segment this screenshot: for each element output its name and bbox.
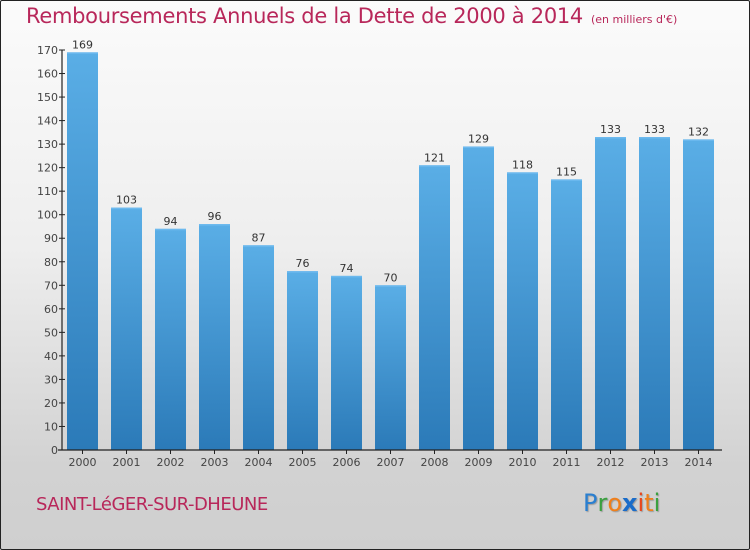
bar-top-highlight	[111, 207, 142, 210]
logo-letter: r	[597, 489, 608, 517]
bar-2009	[463, 146, 494, 450]
bar-top-highlight	[639, 137, 670, 139]
x-tick-label-2004: 2004	[245, 456, 273, 469]
x-tick-label-2009: 2009	[465, 456, 493, 469]
data-label-2012: 133	[600, 123, 621, 136]
x-tick-label-2000: 2000	[69, 456, 97, 469]
x-tick-label-2003: 2003	[201, 456, 229, 469]
bar-top-highlight	[243, 245, 274, 247]
data-label-2006: 74	[340, 262, 354, 275]
bar-top-highlight	[463, 146, 494, 148]
bars-group: 169 103 94 96 87 76 74 70 121 129 118 115 133 133 132	[67, 38, 714, 451]
y-tick-label-20: 20	[44, 397, 58, 410]
x-tick-label-2014: 2014	[685, 456, 713, 469]
bar-top-highlight	[155, 228, 186, 231]
chart-subtitle: (en milliers d'€)	[591, 13, 678, 26]
y-tick-label-10: 10	[44, 420, 58, 433]
x-tick-label-2011: 2011	[553, 456, 581, 469]
logo-letter: i	[637, 489, 645, 517]
bar-top-highlight	[67, 52, 98, 54]
bar-2002	[155, 228, 186, 450]
bar-2013	[639, 137, 670, 450]
bar-top-highlight	[551, 179, 582, 181]
x-tick-label-2010: 2010	[509, 456, 537, 469]
data-label-2011: 115	[556, 165, 577, 178]
data-label-2004: 87	[252, 231, 266, 244]
y-tick-label-50: 50	[44, 326, 58, 339]
data-label-2002: 94	[164, 215, 178, 228]
bar-2006	[331, 275, 362, 450]
bar-2000	[67, 52, 98, 451]
y-tick-label-30: 30	[44, 373, 58, 386]
bar-2005	[287, 271, 318, 450]
x-tick-label-2007: 2007	[377, 456, 405, 469]
x-tick-label-2006: 2006	[333, 456, 361, 469]
y-tick-label-130: 130	[37, 138, 58, 151]
proxiti-logo[interactable]: Proxiti	[583, 489, 660, 517]
data-label-2009: 129	[468, 132, 489, 145]
bar-top-highlight	[683, 139, 714, 141]
bar-2007	[375, 285, 406, 450]
bar-2012	[595, 137, 626, 450]
x-tick-label-2013: 2013	[641, 456, 669, 469]
y-tick-label-0: 0	[51, 444, 58, 457]
data-label-2013: 133	[644, 123, 665, 136]
y-tick-label-170: 170	[37, 44, 58, 57]
logo-letter: t	[644, 489, 654, 517]
y-tick-label-100: 100	[37, 209, 58, 222]
data-label-2010: 118	[512, 158, 533, 171]
x-tick-label-2005: 2005	[289, 456, 317, 469]
logo-letter: i	[653, 489, 661, 517]
y-tick-label-120: 120	[37, 162, 58, 175]
data-label-2008: 121	[424, 151, 445, 164]
bar-2010	[507, 172, 538, 450]
y-tick-label-40: 40	[44, 350, 58, 363]
y-tick-label-90: 90	[44, 232, 58, 245]
bar-2011	[551, 179, 582, 451]
bar-2014	[683, 139, 714, 451]
y-tick-label-80: 80	[44, 256, 58, 269]
bar-top-highlight	[287, 271, 318, 273]
logo-letter: P	[583, 489, 598, 517]
data-label-2003: 96	[208, 210, 222, 223]
y-tick-label-140: 140	[37, 115, 58, 128]
y-tick-label-70: 70	[44, 279, 58, 292]
data-label-2001: 103	[116, 194, 137, 207]
y-tick-label-150: 150	[37, 91, 58, 104]
axes-group: 2000 2001 2002 2003 2004 2005 2006 2007 2008 2009…	[37, 44, 722, 469]
logo-letter: x	[622, 489, 638, 517]
bar-top-highlight	[507, 172, 538, 174]
y-tick-label-110: 110	[37, 185, 58, 198]
y-tick-label-60: 60	[44, 303, 58, 316]
chart-title-text: Remboursements Annuels de la Dette de 20…	[26, 4, 583, 28]
commune-name: SAINT-LéGER-SUR-DHEUNE	[36, 494, 268, 515]
bar-2008	[419, 165, 450, 450]
x-tick-label-2002: 2002	[157, 456, 185, 469]
data-label-2005: 76	[296, 257, 310, 270]
bar-2004	[243, 245, 274, 450]
data-label-2014: 132	[688, 125, 709, 138]
bar-2003	[199, 224, 230, 450]
y-tick-label-160: 160	[37, 68, 58, 81]
data-label-2000: 169	[72, 38, 93, 51]
bar-2001	[111, 207, 142, 450]
data-label-2007: 70	[384, 271, 398, 284]
bar-top-highlight	[375, 285, 406, 287]
bar-top-highlight	[199, 224, 230, 226]
bar-top-highlight	[419, 165, 450, 167]
x-tick-label-2012: 2012	[597, 456, 625, 469]
bar-top-highlight	[595, 137, 626, 139]
chart-title: Remboursements Annuels de la Dette de 20…	[26, 4, 677, 28]
bar-top-highlight	[331, 275, 362, 278]
x-tick-label-2008: 2008	[421, 456, 449, 469]
logo-letter: o	[607, 489, 623, 517]
x-tick-label-2001: 2001	[113, 456, 141, 469]
